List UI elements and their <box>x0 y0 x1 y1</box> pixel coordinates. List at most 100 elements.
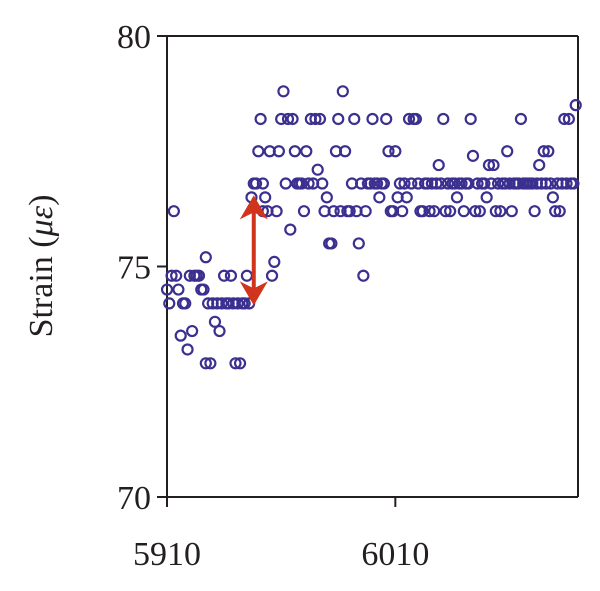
data-point <box>380 112 393 126</box>
data-point <box>284 223 297 236</box>
data-point <box>393 177 406 190</box>
data-point <box>430 177 443 190</box>
data-point <box>480 191 493 204</box>
data-point <box>441 177 454 190</box>
x-axis-ticks: 5910 6010 <box>133 497 429 573</box>
data-point <box>439 205 452 218</box>
data-point <box>553 205 566 218</box>
data-point <box>186 324 199 338</box>
data-point <box>254 112 267 126</box>
data-point <box>400 191 413 204</box>
data-point <box>450 191 464 204</box>
data-point <box>192 269 206 282</box>
data-point <box>297 205 311 218</box>
data-point <box>199 251 212 264</box>
data-point <box>165 269 178 282</box>
data-point <box>402 112 416 126</box>
data-point <box>179 297 192 310</box>
data-point <box>528 205 541 218</box>
data-point <box>170 269 183 282</box>
data-point <box>494 205 507 218</box>
data-point <box>256 177 269 190</box>
data-point <box>549 205 562 218</box>
data-point <box>238 297 251 310</box>
data-point <box>377 177 391 190</box>
data-point <box>539 177 553 190</box>
data-point <box>501 145 514 158</box>
data-point <box>471 177 484 190</box>
data-point <box>343 205 356 218</box>
data-point <box>546 191 559 204</box>
data-point <box>359 205 372 218</box>
data-point <box>199 357 212 370</box>
data-point <box>320 191 333 204</box>
data-point <box>265 269 279 282</box>
data-point <box>275 112 288 126</box>
data-point <box>405 177 418 190</box>
data-point <box>437 112 450 126</box>
plot-frame <box>166 35 579 498</box>
data-point <box>215 297 228 310</box>
data-point <box>336 85 349 98</box>
data-point <box>302 177 315 190</box>
y-tick-label: 70 <box>117 480 151 517</box>
x-tick-label: 5910 <box>133 536 201 573</box>
data-point <box>478 177 491 190</box>
data-point <box>569 99 582 112</box>
data-point <box>348 112 361 126</box>
data-point <box>514 112 528 126</box>
data-point <box>485 177 498 190</box>
data-point <box>416 205 429 218</box>
data-point <box>560 177 573 190</box>
data-point <box>167 205 180 218</box>
data-point <box>332 112 345 126</box>
data-point <box>423 205 436 218</box>
data-point <box>229 357 242 370</box>
data-point <box>311 163 324 176</box>
data-point <box>562 112 575 126</box>
data-point <box>259 191 272 204</box>
data-point <box>428 205 441 218</box>
data-point <box>217 269 231 282</box>
data-point <box>174 329 187 342</box>
data-point <box>281 112 295 126</box>
data-point <box>370 177 384 190</box>
data-point <box>567 177 580 190</box>
data-point <box>286 112 299 126</box>
data-point <box>537 145 550 158</box>
data-point <box>231 297 244 310</box>
data-point <box>270 205 283 218</box>
y-tick-label: 80 <box>117 19 151 56</box>
data-point <box>249 177 263 190</box>
data-point <box>252 145 265 158</box>
data-point <box>464 112 477 126</box>
data-point <box>533 158 546 172</box>
data-point <box>172 283 185 296</box>
data-point <box>313 112 327 126</box>
data-point <box>409 112 422 126</box>
data-point <box>469 205 482 218</box>
data-point <box>272 145 285 158</box>
data-point <box>224 269 238 282</box>
data-point <box>542 145 555 158</box>
arrow-head-down <box>239 281 268 306</box>
data-point <box>457 205 470 218</box>
data-point <box>357 269 370 282</box>
data-point <box>160 283 174 296</box>
data-point <box>455 177 468 190</box>
data-point <box>544 177 557 190</box>
data-point <box>396 205 409 218</box>
y-tick-label: 75 <box>117 250 151 287</box>
data-point <box>277 85 290 98</box>
y-axis-title: Strain (με) <box>23 195 60 338</box>
data-point <box>398 177 411 190</box>
data-point <box>240 269 254 282</box>
data-point <box>197 283 210 296</box>
data-point <box>448 177 461 190</box>
data-point <box>325 237 338 250</box>
data-point <box>434 177 448 190</box>
data-point <box>181 343 194 356</box>
data-point <box>309 112 322 126</box>
data-point <box>233 357 247 370</box>
